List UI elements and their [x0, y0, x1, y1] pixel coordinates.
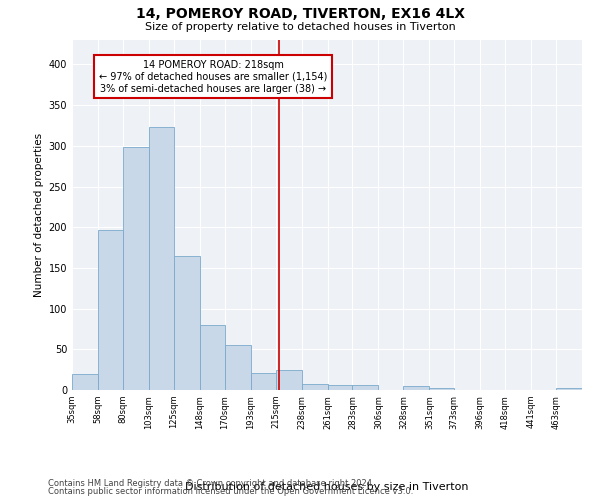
Bar: [72, 374, 98, 390]
Text: 14 POMEROY ROAD: 218sqm
← 97% of detached houses are smaller (1,154)
3% of semi-: 14 POMEROY ROAD: 218sqm ← 97% of detache…: [99, 60, 328, 94]
Y-axis label: Number of detached properties: Number of detached properties: [34, 133, 44, 297]
Text: Contains public sector information licensed under the Open Government Licence v3: Contains public sector information licen…: [48, 487, 413, 496]
Text: 14, POMEROY ROAD, TIVERTON, EX16 4LX: 14, POMEROY ROAD, TIVERTON, EX16 4LX: [136, 8, 464, 22]
Bar: [149, 127, 174, 390]
X-axis label: Distribution of detached houses by size in Tiverton: Distribution of detached houses by size …: [185, 482, 469, 492]
Bar: [251, 373, 275, 390]
Text: Size of property relative to detached houses in Tiverton: Size of property relative to detached ho…: [145, 22, 455, 32]
Bar: [302, 384, 328, 390]
Bar: [98, 230, 123, 390]
Bar: [403, 386, 430, 390]
Bar: [430, 388, 454, 390]
Bar: [352, 385, 379, 390]
Bar: [123, 146, 149, 390]
Bar: [275, 370, 302, 390]
Bar: [200, 325, 224, 390]
Bar: [328, 385, 352, 390]
Bar: [174, 256, 200, 390]
Bar: [224, 345, 251, 390]
Bar: [556, 388, 582, 390]
Text: Contains HM Land Registry data © Crown copyright and database right 2024.: Contains HM Land Registry data © Crown c…: [48, 478, 374, 488]
